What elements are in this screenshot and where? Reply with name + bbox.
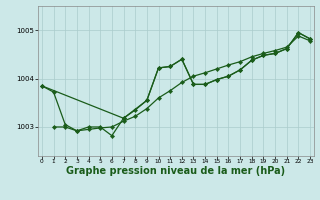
X-axis label: Graphe pression niveau de la mer (hPa): Graphe pression niveau de la mer (hPa)	[67, 166, 285, 176]
